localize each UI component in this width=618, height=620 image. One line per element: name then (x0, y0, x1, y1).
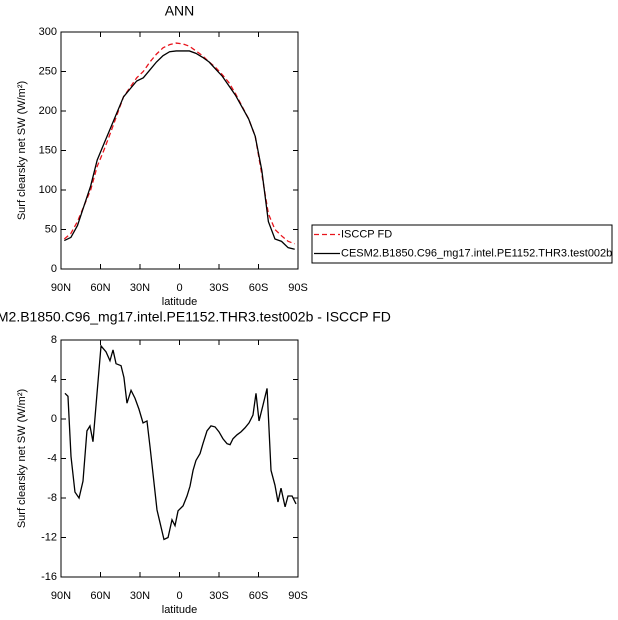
y-tick-label: 300 (39, 26, 57, 38)
x-tick-label: 0 (176, 590, 182, 602)
y-tick-label: -12 (41, 531, 57, 543)
x-tick-label: 30S (209, 282, 229, 294)
y-axis-label: Surf clearsky net SW (W/m²) (16, 389, 28, 528)
y-tick-label: 4 (51, 373, 57, 385)
y-tick-label: -16 (41, 571, 57, 583)
x-tick-label: 90N (51, 590, 71, 602)
data-line (64, 344, 297, 541)
x-tick-label: 60N (90, 590, 110, 602)
y-tick-label: -8 (47, 492, 57, 504)
legend-box (311, 224, 613, 264)
y-tick-label: 200 (39, 105, 57, 117)
y-tick-label: 50 (45, 223, 57, 235)
y-tick-label: 150 (39, 144, 57, 156)
x-tick-label: 30S (209, 590, 229, 602)
plot-frame (60, 31, 299, 270)
y-tick-label: 0 (51, 263, 57, 275)
y-tick-label: 250 (39, 65, 57, 77)
data-line (64, 50, 295, 250)
legend: ISCCP FD CESM2.B1850.C96_mg17.intel.PE115… (311, 224, 613, 264)
chart-title: CESM2.B1850.C96_mg17.intel.PE1152.THR3.t… (0, 309, 391, 325)
x-axis-label: latitude (162, 296, 197, 308)
x-tick-label: 60S (249, 282, 269, 294)
x-tick-label: 90S (288, 282, 308, 294)
x-tick-label: 60N (90, 282, 110, 294)
legend-label: ISCCP FD (341, 228, 392, 240)
x-tick-label: 90S (288, 590, 308, 602)
x-tick-label: 0 (176, 282, 182, 294)
x-tick-label: 30N (130, 282, 150, 294)
y-tick-label: -4 (47, 452, 57, 464)
y-tick-label: 0 (51, 413, 57, 425)
y-tick-label: 100 (39, 184, 57, 196)
x-axis-label: latitude (162, 604, 197, 616)
data-line (63, 42, 295, 245)
y-tick-label: 8 (51, 334, 57, 346)
plot-frame (60, 339, 299, 578)
x-tick-label: 60S (249, 590, 269, 602)
x-tick-label: 90N (51, 282, 71, 294)
y-axis-label: Surf clearsky net SW (W/m²) (16, 81, 28, 220)
chart-title: ANN (165, 3, 195, 19)
legend-label: CESM2.B1850.C96_mg17.intel.PE1152.THR3.t… (341, 247, 612, 259)
x-tick-label: 30N (130, 590, 150, 602)
